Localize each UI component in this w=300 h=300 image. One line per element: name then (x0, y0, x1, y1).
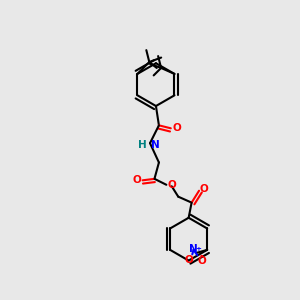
Text: O: O (172, 123, 181, 133)
Text: N: N (189, 244, 198, 254)
Text: O: O (184, 255, 193, 265)
Text: O: O (168, 180, 177, 190)
Text: N: N (151, 140, 159, 150)
Text: -: - (200, 252, 203, 261)
Text: H: H (138, 140, 146, 150)
Text: O: O (200, 184, 209, 194)
Text: +: + (196, 246, 202, 252)
Text: O: O (197, 256, 206, 266)
Text: O: O (132, 175, 141, 185)
